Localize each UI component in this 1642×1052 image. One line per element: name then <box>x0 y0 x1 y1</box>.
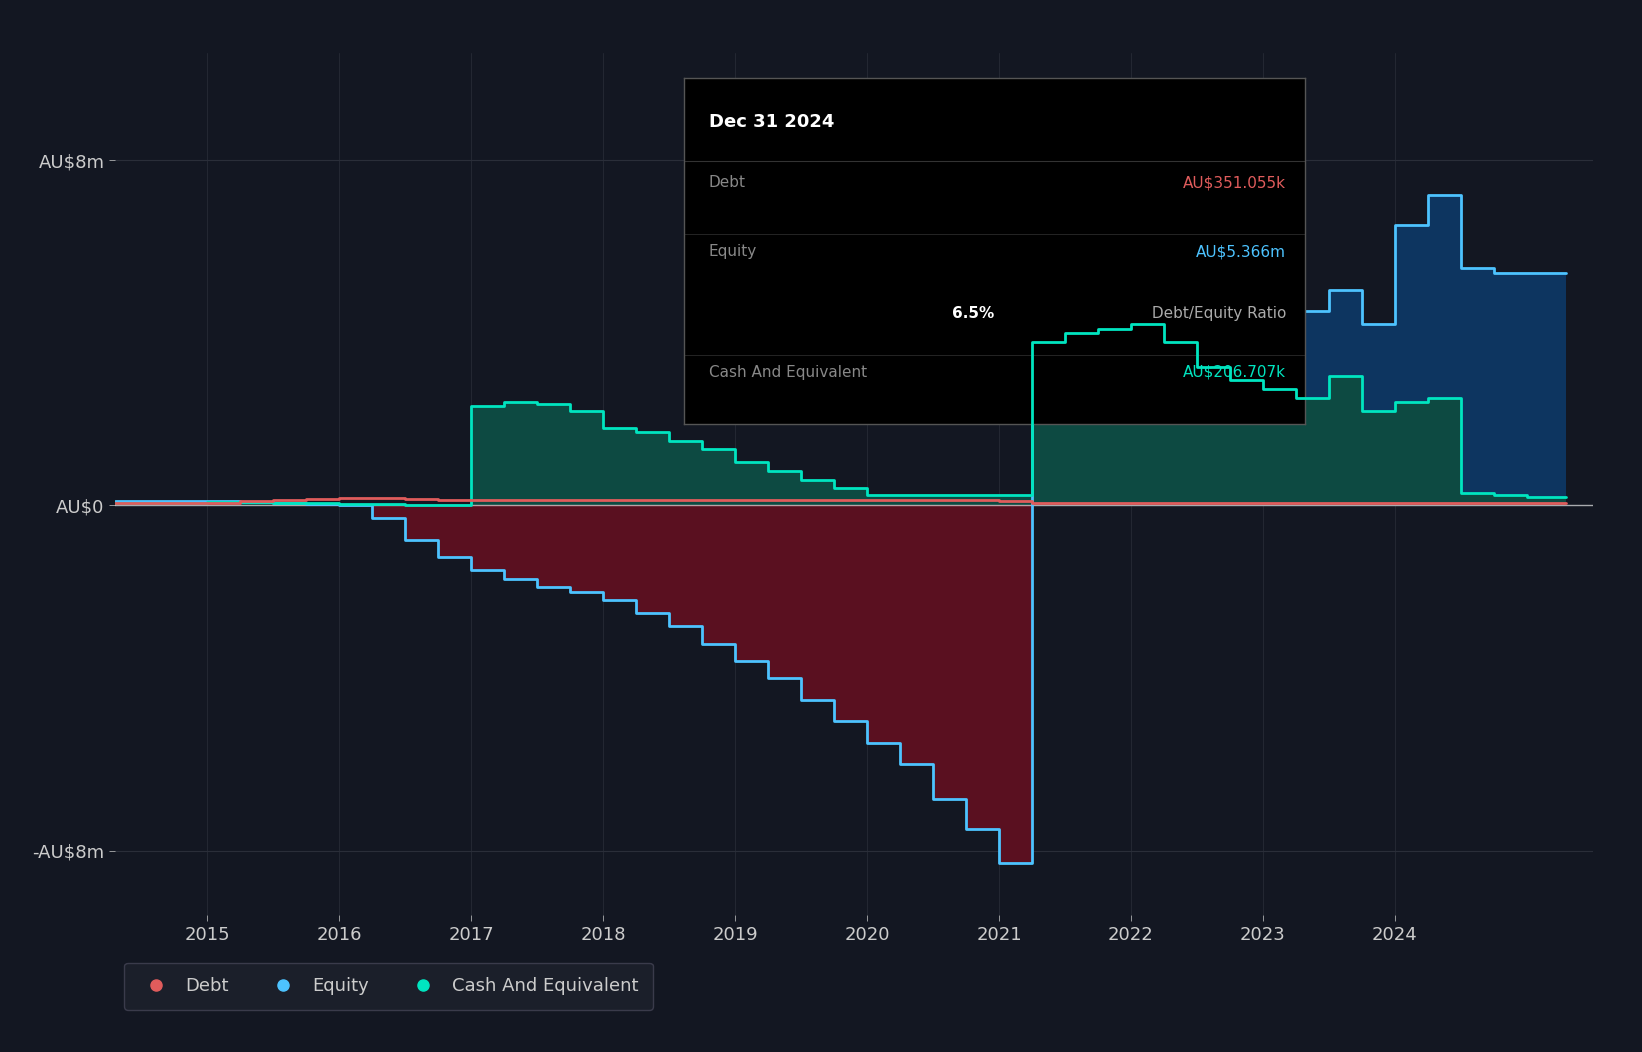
Legend: Debt, Equity, Cash And Equivalent: Debt, Equity, Cash And Equivalent <box>123 963 652 1010</box>
